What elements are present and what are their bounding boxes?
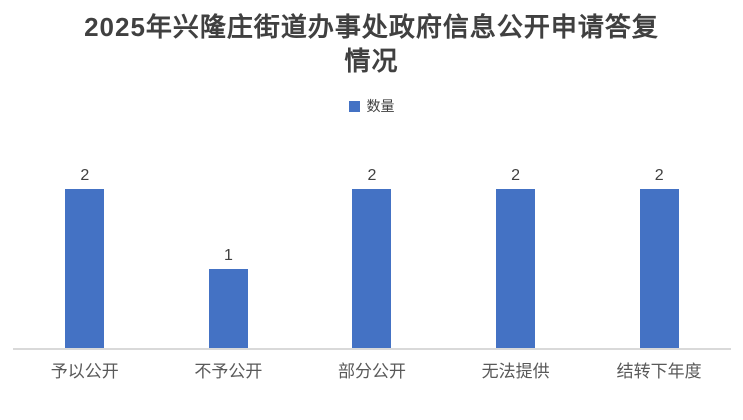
- bar: [208, 268, 248, 348]
- bar-group: 1: [157, 246, 301, 348]
- chart-title-line1: 2025年兴隆庄街道办事处政府信息公开申请答复: [84, 12, 659, 42]
- category-axis: 予以公开 不予公开 部分公开 无法提供 结转下年度: [13, 350, 731, 382]
- legend-label: 数量: [366, 98, 395, 114]
- plot-area: 2 1 2 2 2 予以公开 不予公开 部分公开 无法提供 结转下年度: [13, 160, 731, 382]
- bar-value-label: 2: [367, 167, 377, 184]
- bars-container: 2 1 2 2 2: [13, 160, 731, 350]
- bar-group: 2: [444, 166, 588, 348]
- bar-group: 2: [300, 166, 444, 348]
- bar-value-label: 2: [511, 167, 521, 184]
- bar-value-label: 2: [80, 167, 90, 184]
- category-label: 结转下年度: [616, 362, 702, 381]
- chart-title-line2: 情况: [344, 46, 399, 76]
- bar: [639, 189, 679, 348]
- bar-value-label: 1: [223, 246, 233, 264]
- legend: 数量: [0, 96, 743, 116]
- category-label: 不予公开: [194, 362, 263, 381]
- bar: [65, 189, 105, 348]
- bar-group: 2: [587, 166, 731, 348]
- bar: [352, 189, 392, 348]
- chart-title: 2025年兴隆庄街道办事处政府信息公开申请答复 情况: [0, 10, 743, 78]
- bar-value-label: 2: [654, 167, 664, 184]
- category-label: 予以公开: [50, 362, 119, 381]
- bar-group: 2: [13, 166, 157, 348]
- bar: [496, 189, 536, 348]
- category-label: 部分公开: [337, 362, 406, 381]
- category-label: 无法提供: [481, 362, 550, 381]
- legend-swatch-icon: [348, 100, 360, 112]
